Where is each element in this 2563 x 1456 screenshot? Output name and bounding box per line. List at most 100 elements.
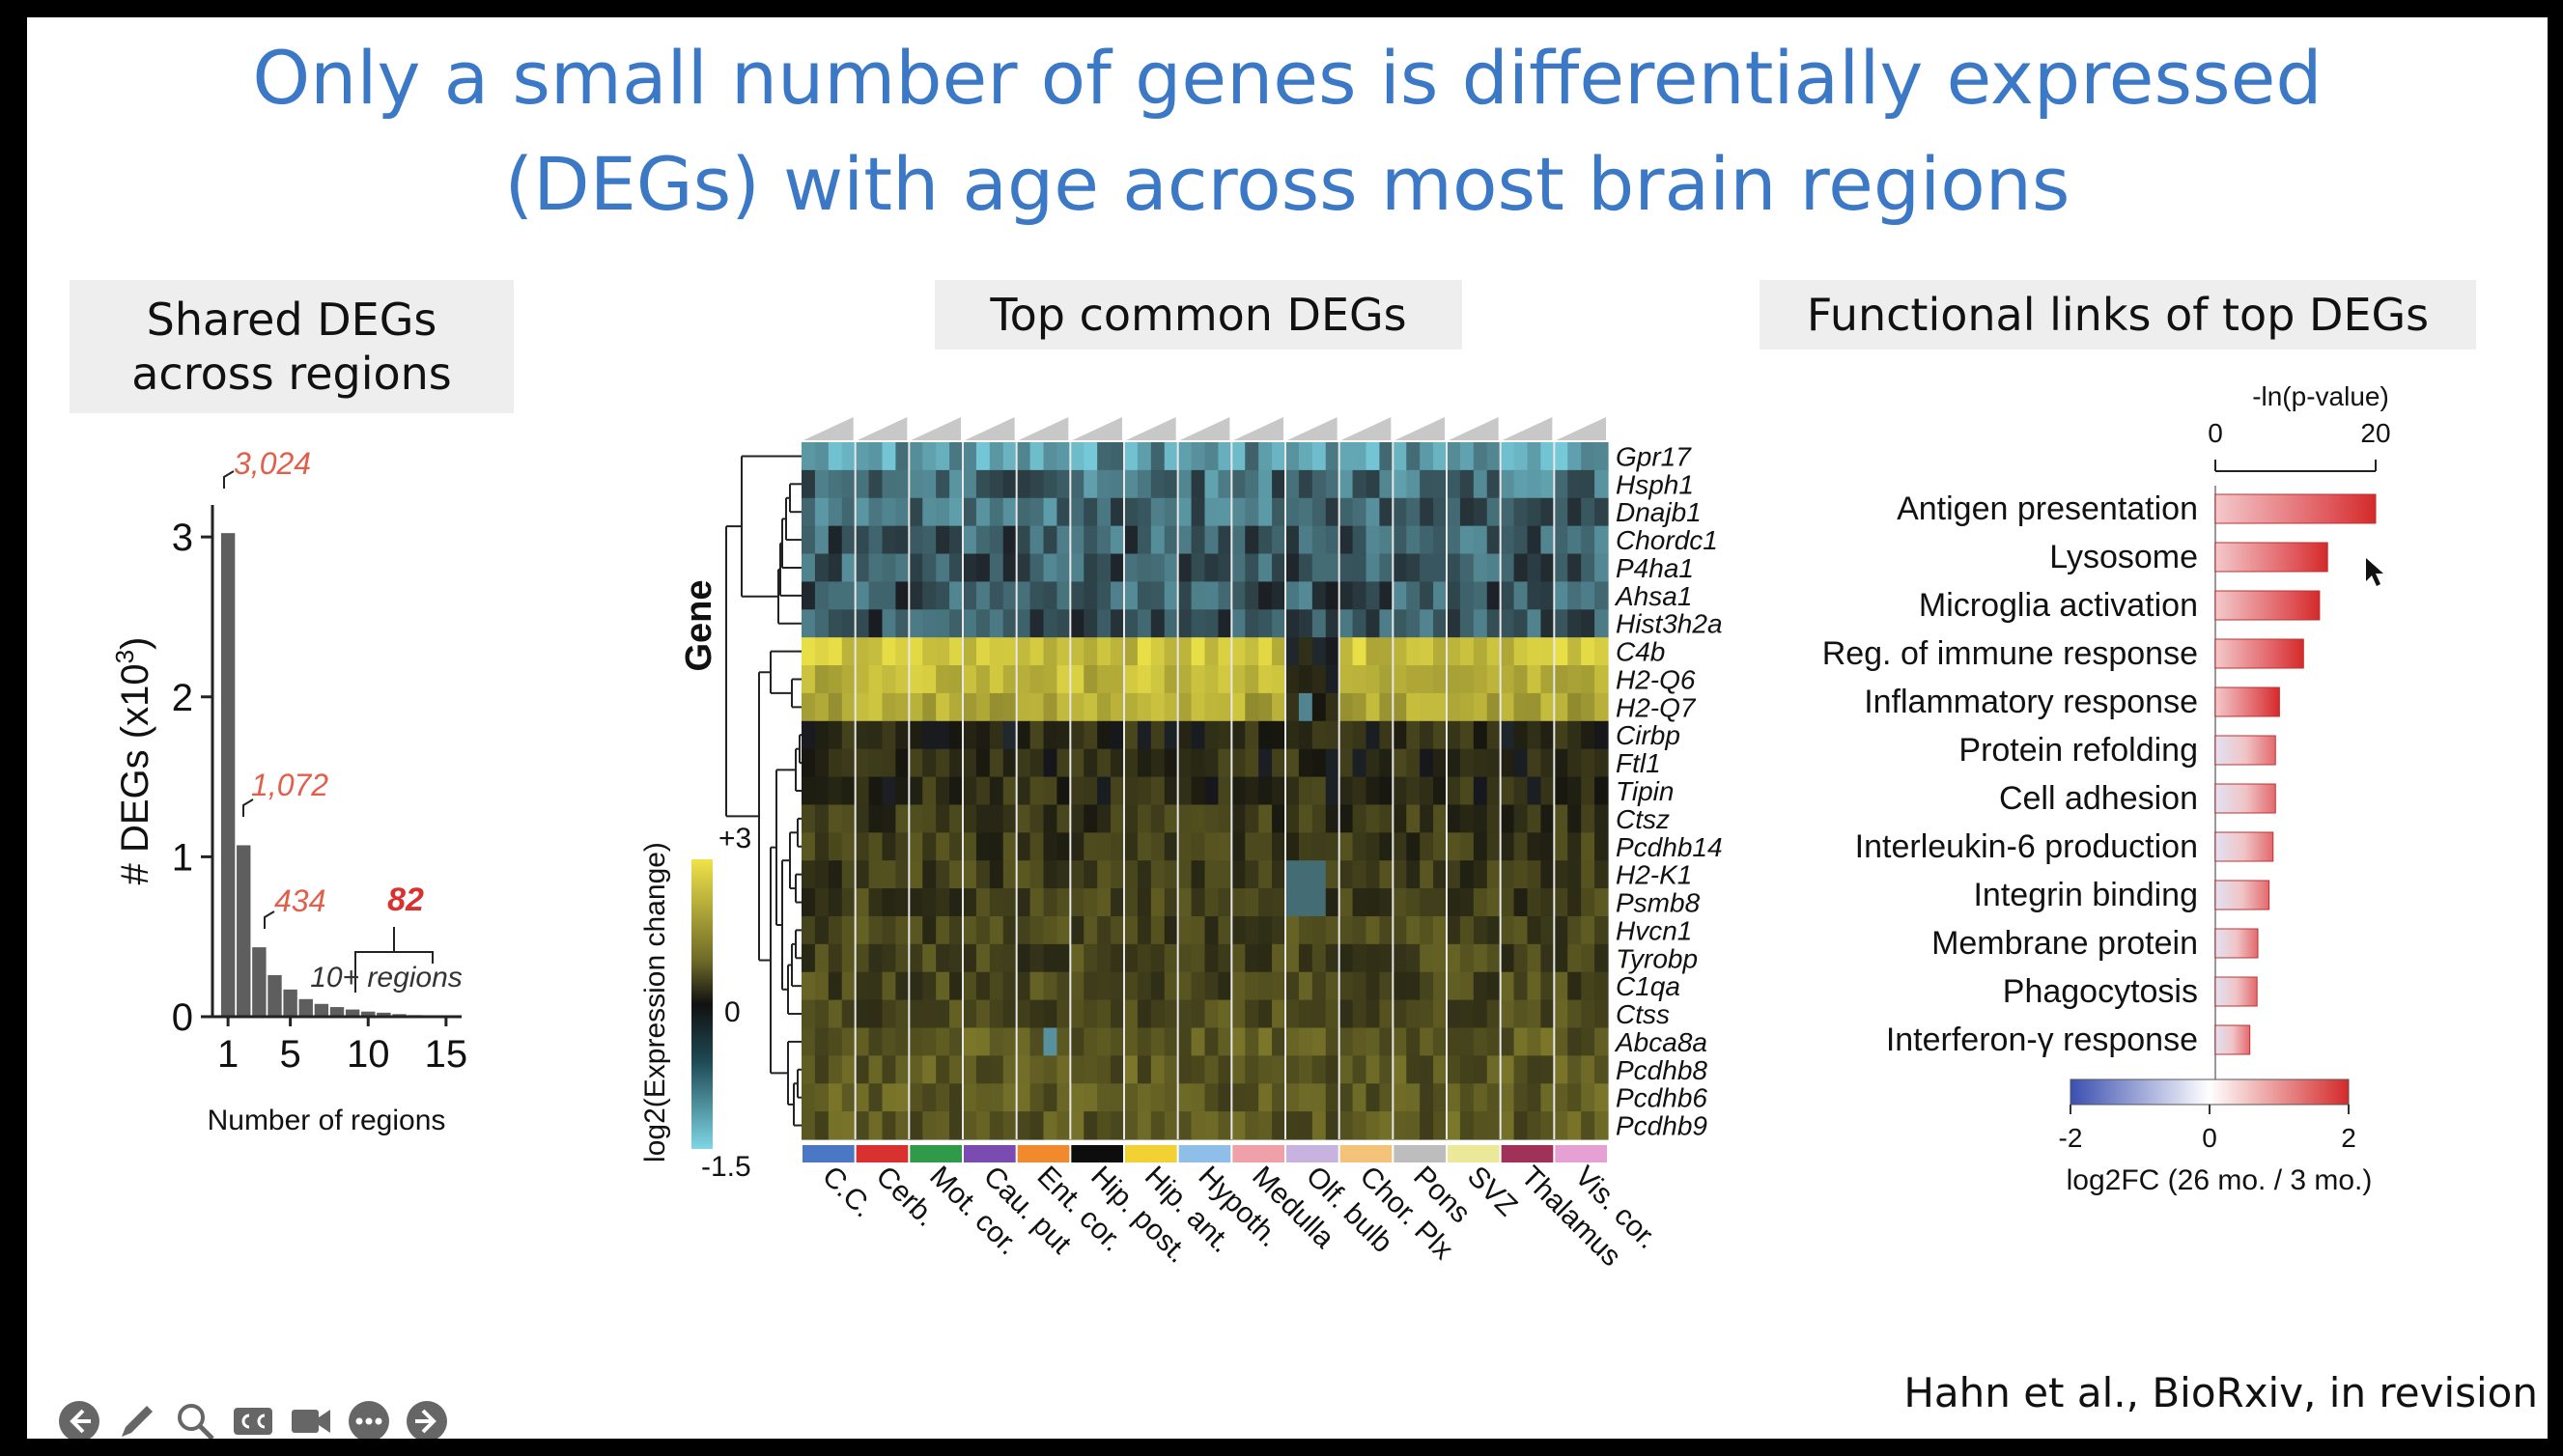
heatmap-cell bbox=[975, 665, 991, 694]
heatmap-cell bbox=[1124, 943, 1139, 973]
heatmap-cell bbox=[1043, 1027, 1058, 1056]
heatmap-cell bbox=[963, 692, 977, 722]
heatmap-cell bbox=[828, 776, 843, 806]
heatmap-cell bbox=[1298, 804, 1313, 833]
heatmap-cell bbox=[868, 748, 884, 778]
heatmap-cell bbox=[1016, 776, 1031, 806]
heatmap-cell bbox=[1272, 637, 1286, 666]
heatmap-cell bbox=[989, 497, 1004, 527]
heatmap-cell bbox=[1084, 776, 1098, 806]
next-slide-icon[interactable] bbox=[404, 1398, 450, 1439]
heatmap-cell bbox=[1352, 748, 1367, 778]
heatmap-cell bbox=[1447, 804, 1461, 833]
y-tick-label: 0 bbox=[172, 996, 193, 1039]
heatmap-cell bbox=[1245, 581, 1259, 610]
heatmap-cell bbox=[1056, 637, 1071, 666]
heatmap-cell bbox=[1258, 860, 1273, 889]
heatmap-cell bbox=[936, 497, 950, 527]
heatmap-cell bbox=[1338, 665, 1354, 694]
heatmap-cell bbox=[1486, 525, 1502, 555]
heatmap-cell bbox=[828, 1027, 843, 1056]
heatmap-cell bbox=[1218, 971, 1232, 1001]
heatmap-cell bbox=[1258, 720, 1273, 750]
heatmap-cell bbox=[1070, 497, 1084, 527]
heatmap-cell bbox=[1043, 804, 1058, 833]
heatmap-cell bbox=[1554, 720, 1568, 750]
heatmap-cell bbox=[1002, 1027, 1018, 1056]
more-options-icon[interactable] bbox=[346, 1398, 392, 1439]
heatmap-cell bbox=[1097, 692, 1112, 722]
heatmap-cell bbox=[802, 581, 816, 610]
heatmap-cell bbox=[1124, 469, 1139, 499]
heatmap-cell bbox=[1459, 720, 1475, 750]
heatmap-cell bbox=[1043, 581, 1058, 610]
heatmap-cell bbox=[1486, 1027, 1502, 1056]
heatmap-cell bbox=[1581, 832, 1595, 861]
heatmap-cell bbox=[868, 581, 884, 610]
heatmap-cell bbox=[1070, 860, 1084, 889]
term-label: Inflammatory response bbox=[1864, 684, 2198, 720]
heatmap-cell bbox=[1540, 943, 1555, 973]
heatmap-cell bbox=[1298, 469, 1313, 499]
pen-icon[interactable] bbox=[114, 1398, 160, 1439]
heatmap-cell bbox=[1366, 581, 1381, 610]
heatmap-cell bbox=[1097, 469, 1112, 499]
heatmap-cell bbox=[1554, 1027, 1568, 1056]
heatmap-cell bbox=[1459, 748, 1475, 778]
heatmap-cell bbox=[1150, 525, 1166, 555]
heatmap-cell bbox=[1150, 637, 1166, 666]
heatmap-cell bbox=[963, 832, 977, 861]
heatmap-cell bbox=[1056, 943, 1071, 973]
video-camera-icon[interactable] bbox=[288, 1398, 334, 1439]
heatmap-cell bbox=[1420, 497, 1434, 527]
heatmap-cell bbox=[1486, 469, 1502, 499]
heatmap-cell bbox=[1338, 553, 1354, 582]
heatmap-cell bbox=[1554, 553, 1568, 582]
heatmap-cell bbox=[1366, 553, 1381, 582]
heatmap-cell bbox=[1459, 692, 1475, 722]
enrichment-barplot: -ln(p-value) 0 20 Antigen presentationLy… bbox=[1822, 381, 2391, 1196]
enrichment-bar bbox=[2214, 976, 2258, 1007]
heatmap-cell bbox=[1016, 609, 1031, 638]
heatmap-cell bbox=[1352, 971, 1367, 1001]
heatmap-cell bbox=[1311, 609, 1327, 638]
zoom-icon[interactable] bbox=[172, 1398, 218, 1439]
heatmap-cell bbox=[1150, 665, 1166, 694]
heatmap-cell bbox=[1581, 1027, 1595, 1056]
heatmap-cell bbox=[1070, 832, 1084, 861]
heatmap-cell bbox=[1379, 665, 1394, 694]
term-label: Protein refolding bbox=[1958, 732, 2198, 769]
heatmap-cell bbox=[1137, 609, 1152, 638]
heatmap-cell bbox=[1366, 748, 1381, 778]
heatmap-cell bbox=[1245, 776, 1259, 806]
heatmap-cell bbox=[1084, 581, 1098, 610]
heatmap-cell bbox=[814, 637, 830, 666]
previous-slide-icon[interactable] bbox=[56, 1398, 102, 1439]
heatmap-cell bbox=[1298, 999, 1313, 1029]
heatmap-cell bbox=[1540, 832, 1555, 861]
heatmap-cell bbox=[882, 497, 897, 527]
heatmap-cell bbox=[1366, 637, 1381, 666]
heatmap-cell bbox=[1056, 497, 1071, 527]
heatmap-cell bbox=[1043, 915, 1058, 945]
heatmap-cell bbox=[1393, 999, 1407, 1029]
heatmap-cell bbox=[1191, 692, 1206, 722]
heatmap-cell bbox=[1325, 442, 1340, 471]
heatmap-cell bbox=[1231, 497, 1246, 527]
heatmap-cell bbox=[895, 971, 910, 1001]
panel-left-header-line-2: across regions bbox=[131, 348, 452, 400]
heatmap-cell bbox=[1043, 888, 1058, 917]
heatmap-cell bbox=[841, 999, 857, 1029]
heatmap-cell bbox=[828, 943, 843, 973]
heatmap-cell bbox=[1366, 915, 1381, 945]
heatmap-cell bbox=[1527, 469, 1542, 499]
heatmap-cell bbox=[1097, 497, 1112, 527]
heatmap-cell bbox=[1540, 915, 1555, 945]
heatmap-cell bbox=[1137, 553, 1152, 582]
heatmap-cell bbox=[1338, 915, 1354, 945]
heatmap-cell bbox=[1029, 776, 1045, 806]
closed-captions-icon[interactable] bbox=[230, 1398, 276, 1439]
heatmap-cell bbox=[989, 665, 1004, 694]
heatmap-cell bbox=[1285, 776, 1300, 806]
heatmap-cell bbox=[1285, 637, 1300, 666]
